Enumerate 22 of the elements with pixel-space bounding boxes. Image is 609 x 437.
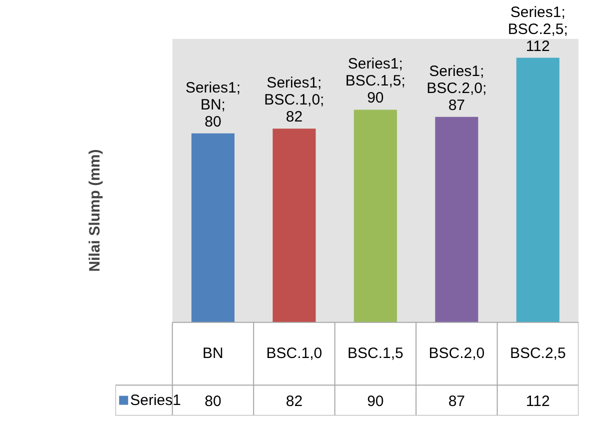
text: 112 bbox=[526, 392, 550, 410]
data-label: Series1; BSC.2,5; 112 bbox=[508, 4, 568, 55]
x-tick-label: BSC.2,0 bbox=[428, 345, 485, 362]
data-label: Series1; BN; 80 bbox=[185, 79, 240, 130]
text: 87 bbox=[448, 392, 466, 410]
data-label: Series1; BSC.1,5; 90 bbox=[345, 56, 406, 107]
bar bbox=[191, 133, 234, 322]
bar bbox=[354, 110, 397, 322]
text: 82 bbox=[286, 392, 303, 410]
text: 80 bbox=[204, 392, 222, 410]
x-tick-label: BSC.2,5 bbox=[510, 345, 566, 362]
text: 90 bbox=[367, 392, 384, 410]
bar bbox=[516, 58, 560, 322]
data-label: Series1; BSC.1,0; 82 bbox=[264, 74, 324, 126]
x-tick-label: BSC.1,5 bbox=[348, 345, 404, 362]
x-tick-label: BN bbox=[202, 345, 224, 362]
legend-label: Series1 bbox=[130, 392, 181, 409]
bar bbox=[435, 116, 478, 322]
y-axis-title: Nilai Slump (mm) bbox=[86, 149, 104, 272]
x-tick-label: BSC.1,0 bbox=[266, 345, 322, 362]
bar bbox=[272, 128, 316, 322]
data-label: Series1; BSC.2,0; 87 bbox=[426, 62, 487, 114]
